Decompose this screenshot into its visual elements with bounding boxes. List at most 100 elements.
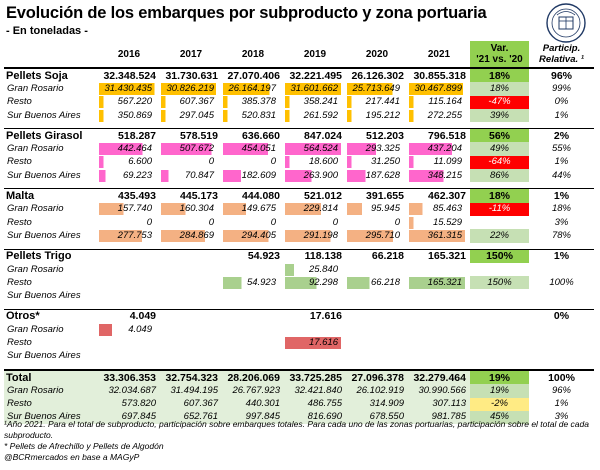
value-cell: 6.600	[98, 156, 160, 169]
value-bar: 11.099	[409, 156, 465, 169]
value-cell: 30.855.318	[408, 67, 470, 83]
value-cell: 573.820	[98, 397, 160, 411]
value-cell: 636.660	[222, 128, 284, 143]
value-cell: 30.990.566	[408, 384, 470, 398]
value-bar: 437.204	[409, 143, 465, 156]
value-bar: 0	[332, 216, 338, 228]
participation-cell: 78%	[551, 229, 571, 241]
value-bar: 507.672	[161, 143, 217, 156]
participation-cell: 3%	[529, 410, 594, 425]
value-cell: 26.164.197	[222, 82, 284, 95]
value-cell: 32.221.495	[284, 67, 346, 83]
value-cell: 26.767.923	[222, 384, 284, 398]
value-bar: 195.212	[347, 109, 403, 122]
value-cell: 0	[222, 216, 284, 229]
value-bar: 31.430.435	[99, 82, 155, 95]
header-year: 2017	[160, 41, 222, 69]
value-bar: 261.592	[285, 109, 341, 122]
port-zone-name: Sur Buenos Aires	[7, 290, 81, 302]
value-bar: 6.600	[99, 156, 155, 169]
port-zone-name: Resto	[4, 397, 98, 411]
value-cell: 118.138	[284, 248, 346, 263]
value-cell: 32.279.464	[408, 368, 470, 385]
value-bar: 291.198	[285, 229, 341, 242]
variation-cell: 19%	[470, 384, 529, 398]
value-cell: 31.601.662	[284, 82, 346, 95]
value-cell: 66.218	[346, 248, 408, 263]
value-cell	[160, 323, 222, 336]
value-cell: 32.034.687	[98, 384, 160, 398]
variation-cell: -2%	[470, 397, 529, 411]
port-zone-row: Resto 0 0 0 0 0 15.529 3%	[4, 216, 594, 229]
value-cell: 33.725.285	[284, 368, 346, 385]
value-cell: 462.307	[408, 188, 470, 203]
variation-cell: 150%	[470, 248, 529, 263]
value-bar: 0	[270, 216, 276, 228]
value-bar: 293.325	[347, 143, 403, 156]
value-cell: 435.493	[98, 188, 160, 203]
port-zone-name: Sur Buenos Aires	[7, 169, 81, 181]
value-cell: 578.519	[160, 128, 222, 143]
value-cell	[222, 289, 284, 302]
value-cell	[346, 308, 408, 324]
value-bar: 69.223	[99, 169, 155, 182]
value-cell	[98, 263, 160, 276]
value-cell	[346, 350, 408, 363]
port-zone-row: Gran Rosario 157.740 160.304 149.675 229.814…	[4, 202, 594, 216]
value-cell: 217.441	[346, 96, 408, 109]
value-cell	[408, 289, 470, 302]
page-title: Evolución de los embarques por subproduc…	[6, 4, 487, 22]
value-cell: 32.348.524	[98, 67, 160, 83]
value-cell: 816.690	[284, 410, 346, 425]
participation-cell	[529, 336, 594, 349]
value-cell: 28.206.069	[222, 368, 284, 385]
value-cell: 33.306.353	[98, 368, 160, 385]
value-bar: 149.675	[223, 203, 279, 216]
value-cell: 92.298	[284, 276, 346, 289]
value-bar: 0	[146, 216, 152, 228]
page-subtitle: - En toneladas -	[6, 25, 88, 37]
participation-cell: 1%	[529, 248, 594, 263]
port-zone-row: Resto 54.923 92.298 66.218 165.321 150% 100%	[4, 276, 594, 290]
participation-cell: 2%	[529, 128, 594, 143]
value-cell: 385.378	[222, 96, 284, 109]
total-name: Total	[4, 368, 98, 385]
subproduct-row: Malta 435.493 445.173 444.080 521.012 391.655…	[4, 188, 594, 203]
footnote-otros: * Pellets de Afrechillo y Pellets de Alg…	[4, 441, 164, 451]
value-bar: 284.869	[161, 229, 217, 242]
value-cell: 261.592	[284, 109, 346, 122]
variation-cell	[470, 350, 529, 363]
value-cell: 17.616	[284, 308, 346, 324]
header-variation-line2: '21 vs. '20	[476, 54, 523, 65]
value-bar: 350.869	[99, 109, 155, 122]
header-year: 2016	[98, 41, 160, 69]
value-cell: 229.814	[284, 203, 346, 216]
value-cell	[408, 323, 470, 336]
value-cell: 518.287	[98, 128, 160, 143]
port-zone-row: Resto 6.600 0 0 18.600 31.250 11.099 -64% 1%	[4, 155, 594, 170]
value-bar: 115.164	[409, 96, 465, 109]
total-port-zone-row: Resto 573.820 607.367 440.301 486.755 314.909…	[4, 397, 594, 411]
value-cell: 195.212	[346, 109, 408, 122]
footnote-source: @BCRmercados en base a MAGyP	[4, 452, 140, 462]
value-cell: 18.600	[284, 156, 346, 169]
variation-cell	[470, 308, 529, 324]
value-cell: 4.049	[98, 308, 160, 324]
value-bar: 0	[270, 156, 276, 168]
value-bar: 187.628	[347, 169, 403, 182]
value-cell	[222, 350, 284, 363]
value-cell	[346, 263, 408, 276]
value-bar: 92.298	[285, 276, 341, 289]
variation-cell: 49%	[470, 142, 529, 156]
value-cell: 0	[222, 156, 284, 169]
value-bar: 17.616	[285, 336, 341, 349]
header-participation-line1: Particip.	[542, 43, 581, 54]
port-zone-row: Sur Buenos Aires 69.223 70.847 182.609 263.9…	[4, 169, 594, 183]
participation-cell: 1%	[554, 109, 569, 121]
header-variation-line1: Var.	[490, 43, 509, 54]
port-zone-name: Gran Rosario	[7, 323, 64, 335]
value-cell: 796.518	[408, 128, 470, 143]
value-cell: 263.900	[284, 169, 346, 182]
value-cell: 297.045	[160, 109, 222, 122]
port-zone-row: Sur Buenos Aires 350.869 297.045 520.831 261…	[4, 108, 594, 123]
